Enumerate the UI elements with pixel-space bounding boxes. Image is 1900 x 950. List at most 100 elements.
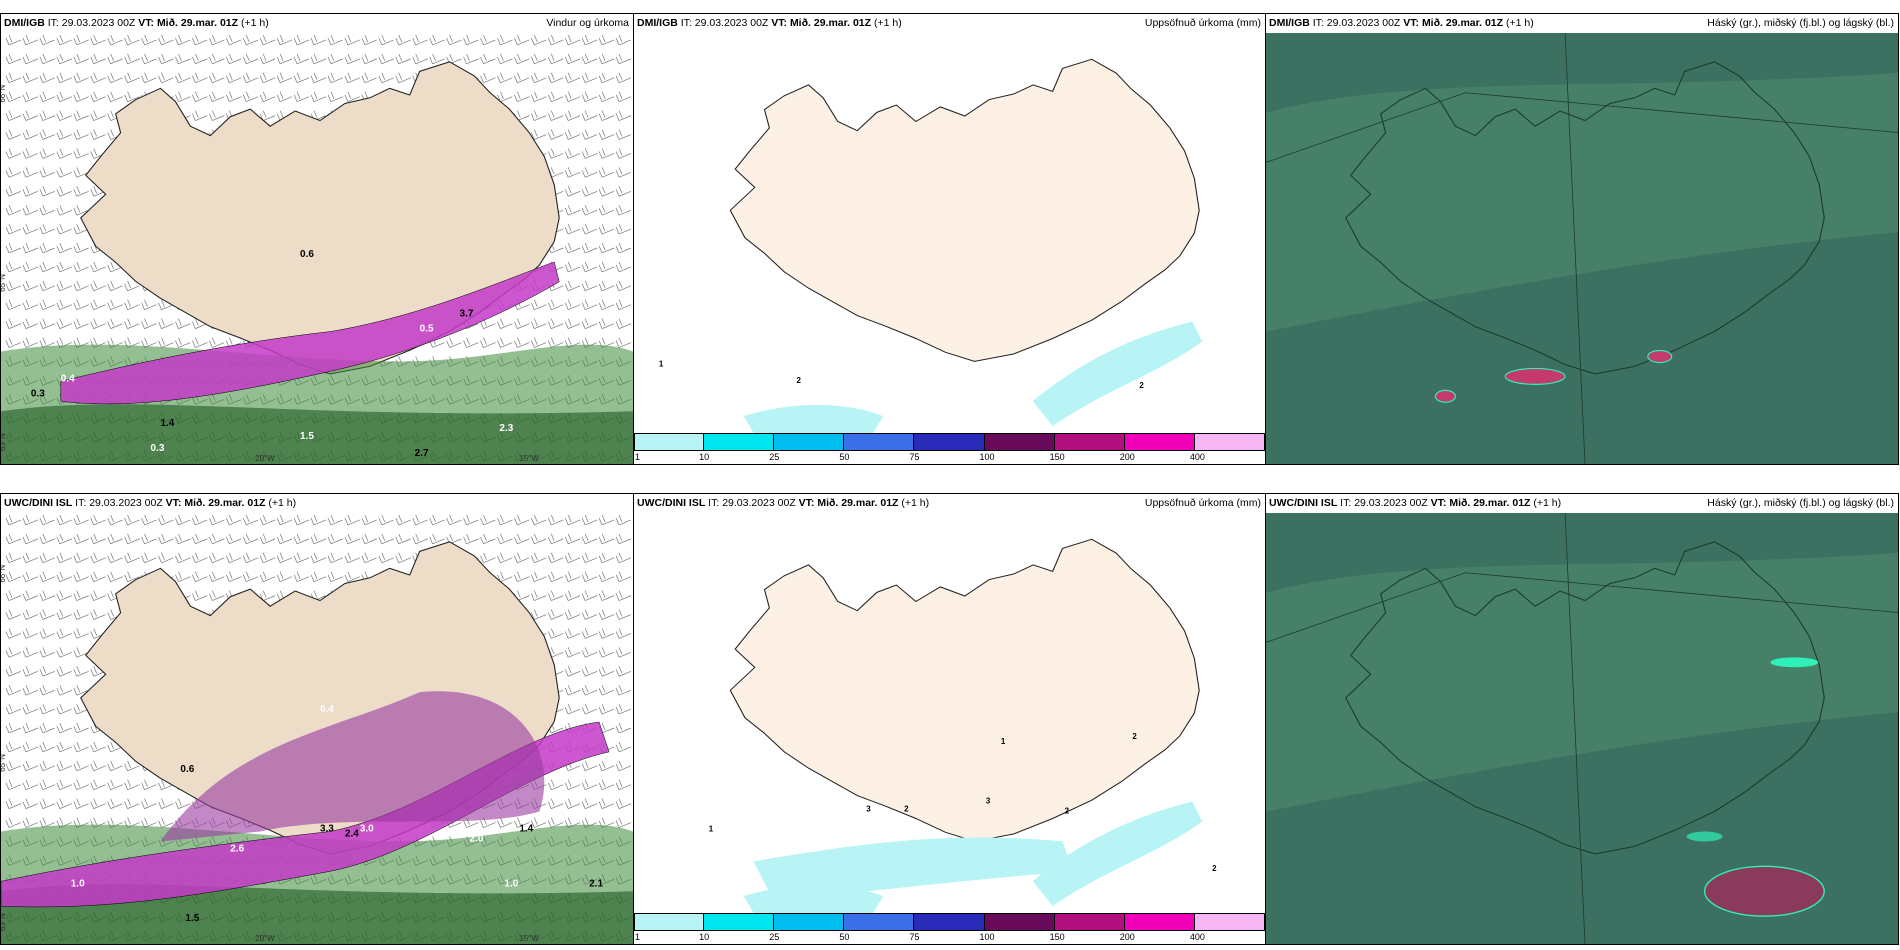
colorbar-segment [634, 913, 705, 931]
cloud-map-svg [1266, 513, 1898, 944]
model-source: DMI/IGB [637, 17, 678, 29]
panel-uwc-cloud[interactable]: UWC/DINI ISL IT: 29.03.2023 00Z VT: Mið.… [1265, 493, 1899, 945]
panel-dmi-accum[interactable]: DMI/IGB IT: 29.03.2023 00Z VT: Mið. 29.m… [633, 13, 1266, 465]
accum-map-svg: 1 2 2 [634, 33, 1265, 433]
panel-uwc-wind[interactable]: UWC/DINI ISL IT: 29.03.2023 00Z VT: Mið.… [0, 493, 634, 945]
colorbar-tick: 1 [635, 932, 641, 942]
colorbar-segment [774, 913, 845, 931]
colorbar-tick: 400 [1189, 932, 1205, 942]
precip-value-label: 1.4 [519, 824, 533, 835]
colorbar-segment [1054, 913, 1125, 931]
colorbar-segment [774, 433, 845, 451]
cloud-map-svg [1266, 33, 1898, 464]
panel-header: UWC/DINI ISL IT: 29.03.2023 00Z VT: Mið.… [1, 494, 633, 513]
accum-map: 1 2 2 [634, 33, 1265, 433]
it-label: IT: [1340, 497, 1352, 509]
colorbar-tick: 10 [699, 452, 710, 462]
model-source: UWC/DINI ISL [4, 497, 73, 509]
precip-value-label: 2.1 [589, 878, 603, 889]
vt-value: Mið. 29.mar. 01Z [817, 497, 899, 509]
it-label: IT: [75, 497, 87, 509]
it-value: 29.03.2023 00Z [722, 497, 796, 509]
lat-label: 66°N [1, 85, 7, 103]
panel-header: DMI/IGB IT: 29.03.2023 00Z VT: Mið. 29.m… [1266, 14, 1898, 33]
lon-label: 15°W [519, 934, 539, 943]
wind-map-svg: 1.0 1.5 2.6 3.3 3.02.4 2.0 1.4 1.0 2.1 0.4 0.6 66°N… [1, 513, 633, 944]
panel-dmi-cloud[interactable]: DMI/IGB IT: 29.03.2023 00Z VT: Mið. 29.m… [1265, 13, 1899, 465]
colorbar-segment [704, 913, 775, 931]
colorbar-segment [1054, 433, 1125, 451]
it-label: IT: [1312, 17, 1324, 29]
wind-map-svg: 0.3 1.4 1.5 2.7 2.3 3.7 0.5 0.3 0.4 0.6 66°N 65°N 63… [1, 33, 633, 464]
colorbar-segment [984, 433, 1055, 451]
colorbar: 1 10 25 50 75 100 150 200 400 [634, 433, 1265, 464]
model-source: DMI/IGB [1269, 17, 1310, 29]
vt-value: Mið. 29.mar. 01Z [1421, 17, 1504, 29]
it-label: IT: [708, 497, 720, 509]
lead-time: (+1 h) [268, 497, 297, 509]
lat-label: 63°N [1, 433, 7, 451]
lat-label: 66°N [1, 565, 7, 583]
it-value: 29.03.2023 00Z [694, 17, 769, 29]
precip-value-label: 2.7 [415, 448, 429, 459]
it-label: IT: [680, 17, 692, 29]
panel-uwc-accum[interactable]: UWC/DINI ISL IT: 29.03.2023 00Z VT: Mið.… [633, 493, 1266, 945]
precip-value-label: 1.0 [504, 878, 518, 889]
colorbar-tick: 25 [769, 452, 780, 462]
lead-time: (+1 h) [873, 17, 902, 29]
panel-title: Uppsöfnuð úrkoma (mm) [1144, 497, 1261, 509]
it-value: 29.03.2023 00Z [1326, 17, 1401, 29]
precip-value-label: 2.4 [345, 829, 359, 840]
colorbar-tick: 1 [635, 452, 641, 462]
precip-value-label: 1.5 [300, 431, 314, 442]
lon-label: 15°W [519, 454, 539, 463]
precip-value-label: 1.4 [160, 418, 174, 429]
precip-value-label: 1.0 [71, 878, 85, 889]
cloud-map [1266, 513, 1898, 944]
vt-value: Mið. 29.mar. 01Z [156, 17, 239, 29]
vt-value: Mið. 29.mar. 01Z [789, 17, 872, 29]
precip-value-label: 0.6 [180, 764, 194, 775]
panel-header: DMI/IGB IT: 29.03.2023 00Z VT: Mið. 29.m… [634, 14, 1265, 33]
colorbar-tick: 75 [909, 452, 920, 462]
colorbar-segment [914, 913, 985, 931]
precip-value-label: 0.4 [61, 373, 75, 384]
colorbar-segment [914, 433, 985, 451]
lon-label: 20°W [255, 454, 275, 463]
precip-value-label: 0.6 [300, 249, 314, 260]
accum-value-label: 2 [904, 805, 909, 814]
model-source: UWC/DINI ISL [1269, 497, 1338, 509]
panel-header: UWC/DINI ISL IT: 29.03.2023 00Z VT: Mið.… [1266, 494, 1898, 513]
colorbar-tick: 50 [839, 932, 850, 942]
precip-value-label: 0.4 [320, 704, 334, 715]
wind-map: 1.0 1.5 2.6 3.3 3.0 2.4 2.0 1.4 1.0 2.1 0.4 0.6 66°N… [1, 513, 633, 944]
panel-title: Vindur og úrkoma [546, 17, 629, 29]
accum-value-label: 2 [1065, 807, 1070, 816]
panel-dmi-wind[interactable]: DMI/IGB IT: 29.03.2023 00Z VT: Mið. 29.m… [0, 13, 634, 465]
vt-label: VT: [1430, 497, 1447, 509]
colorbar-tick: 100 [979, 932, 995, 942]
vt-label: VT: [771, 17, 788, 29]
cloud-map [1266, 33, 1898, 464]
wind-map: 0.3 1.4 1.5 2.7 2.3 3.7 0.5 0.3 0.4 0.6 66°N 65°N 63… [1, 33, 633, 464]
accum-value-label: 3 [986, 797, 991, 806]
colorbar-tick: 400 [1189, 452, 1205, 462]
lead-time: (+1 h) [1505, 17, 1534, 29]
lat-label: 65°N [1, 754, 7, 772]
precip-value-label: 1.5 [185, 913, 199, 924]
colorbar-tick: 150 [1049, 932, 1065, 942]
panel-title: Uppsöfnuð úrkoma (mm) [1144, 17, 1261, 29]
accum-value-label: 2 [1132, 732, 1137, 741]
lead-time: (+1 h) [240, 17, 269, 29]
colorbar-segment [844, 913, 915, 931]
vt-value: Mið. 29.mar. 01Z [1449, 497, 1531, 509]
lead-time: (+1 h) [1533, 497, 1562, 509]
lat-label: 65°N [1, 274, 7, 292]
precip-value-label: 3.7 [460, 309, 474, 320]
precip-value-label: 2.0 [470, 833, 484, 844]
vt-label: VT: [798, 497, 815, 509]
colorbar-tick: 200 [1119, 452, 1135, 462]
precip-value-label: 2.6 [230, 843, 244, 854]
accum-value-label: 2 [1212, 864, 1217, 873]
panel-title: Háský (gr.), miðský (fj.bl.) og lágský (… [1707, 17, 1894, 29]
